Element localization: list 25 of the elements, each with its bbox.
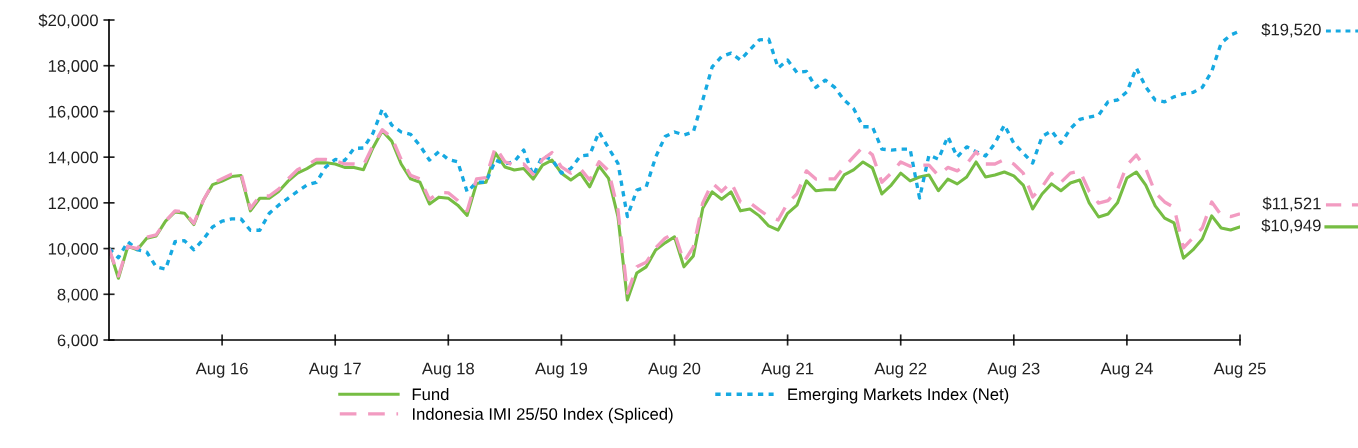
x-tick-label: Aug 16: [195, 362, 248, 378]
x-tick-label: Aug 21: [761, 362, 814, 378]
y-tick-label: 10,000: [48, 242, 98, 257]
y-tick-label: 14,000: [48, 151, 98, 166]
data-label: $10,949: [1261, 218, 1321, 234]
data-label: $11,521: [1262, 196, 1321, 212]
y-tick-label: 16,000: [48, 105, 98, 120]
x-tick-label: Aug 19: [535, 362, 588, 378]
x-tick-label: Aug 18: [421, 362, 474, 378]
x-tick-label: Aug 17: [308, 362, 361, 378]
y-tick-label: 18,000: [48, 60, 98, 74]
x-tick-label: Aug 23: [987, 362, 1040, 378]
x-tick-label: Aug 25: [1213, 362, 1266, 378]
y-tick-label: 6,000: [57, 334, 98, 349]
x-tick-label: Aug 20: [648, 362, 701, 378]
data-label: $19,520: [1261, 22, 1321, 38]
y-tick-label: 8,000: [57, 288, 98, 303]
legend-label: Emerging Markets Index (Net): [788, 388, 1009, 404]
x-tick-label: Aug 24: [1100, 362, 1153, 378]
y-tick-label: $20,000: [38, 13, 98, 29]
x-tick-label: Aug 22: [874, 362, 927, 378]
y-tick-label: 12,000: [48, 197, 98, 212]
legend-label: Fund: [412, 388, 449, 401]
line-series: [109, 29, 1240, 271]
legend-label: Indonesia IMI 25/50 Index (Spliced): [412, 407, 673, 424]
